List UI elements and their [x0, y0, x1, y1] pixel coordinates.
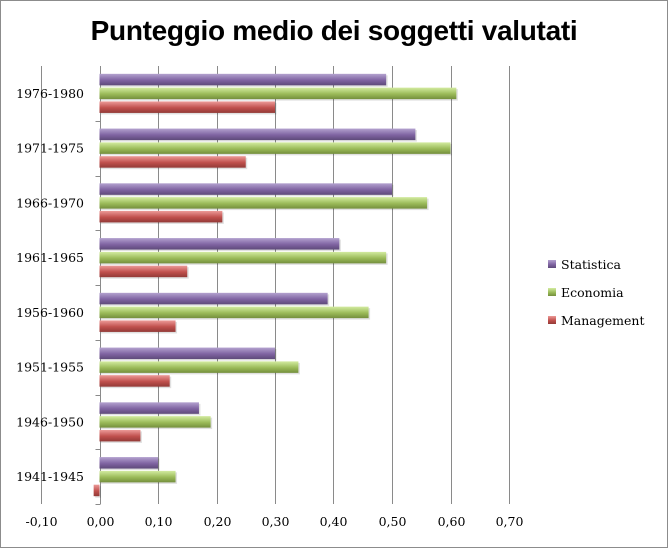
- x-tick-label: -0,10: [25, 514, 57, 529]
- bar-statistica-1951-1955: [99, 347, 275, 360]
- category-label-1961-1965: 1961-1965: [16, 250, 84, 265]
- legend-label-management: Management: [561, 313, 644, 328]
- bar-management-1946-1950: [99, 429, 141, 442]
- category-label-1951-1955: 1951-1955: [16, 360, 84, 375]
- bar-economia-1951-1955: [99, 361, 299, 373]
- bar-statistica-1961-1965: [99, 238, 340, 250]
- x-tick-label: 0,20: [204, 514, 232, 529]
- category-label-1976-1980: 1976-1980: [16, 86, 84, 101]
- bar-management-1976-1980: [99, 101, 275, 113]
- legend-swatch-statistica: [548, 260, 556, 268]
- legend-label-statistica: Statistica: [561, 257, 621, 272]
- x-tick-label: 0,40: [320, 514, 348, 529]
- bar-statistica-1966-1970: [99, 183, 392, 195]
- legend-swatch-economia: [548, 288, 556, 296]
- bar-statistica-1971-1975: [99, 128, 416, 141]
- bar-economia-1941-1945: [99, 470, 176, 483]
- bar-statistica-1976-1980: [99, 73, 387, 86]
- category-label-1956-1960: 1956-1960: [16, 305, 84, 320]
- x-tick-label: 0,70: [496, 514, 524, 529]
- category-label-1966-1970: 1966-1970: [16, 195, 84, 210]
- x-tick-label: 0,30: [262, 514, 290, 529]
- bar-management-1941-1945: [93, 484, 100, 497]
- x-tick-label: 0,50: [379, 514, 407, 529]
- bar-management-1966-1970: [99, 210, 223, 223]
- bar-economia-1971-1975: [99, 142, 451, 154]
- bar-economia-1956-1960: [99, 306, 369, 319]
- bar-statistica-1941-1945: [99, 457, 158, 469]
- bar-statistica-1956-1960: [99, 292, 328, 305]
- bar-management-1956-1960: [99, 320, 176, 332]
- tick-labels: -0,10 0,00 0,10 0,20 0,30 0,40 0,50 0,60 0,70 194…: [16, 86, 523, 529]
- x-tick-label: 0,60: [438, 514, 466, 529]
- chart-title: Punteggio medio dei soggetti valutati: [90, 15, 578, 46]
- bars: [93, 73, 458, 498]
- bar-economia-1966-1970: [99, 197, 428, 209]
- bar-management-1951-1955: [99, 375, 170, 387]
- x-tick-label: 0,00: [87, 514, 115, 529]
- bar-statistica-1946-1950: [99, 402, 199, 414]
- bar-management-1961-1965: [99, 265, 188, 278]
- category-label-1941-1945: 1941-1945: [16, 469, 84, 484]
- legend-swatch-management: [548, 316, 556, 324]
- bar-economia-1946-1950: [99, 416, 211, 428]
- x-tick-label: 0,10: [145, 514, 173, 529]
- category-label-1971-1975: 1971-1975: [16, 141, 84, 156]
- legend: Statistica Economia Management: [548, 257, 644, 328]
- category-label-1946-1950: 1946-1950: [16, 414, 84, 429]
- bar-economia-1961-1965: [99, 251, 387, 264]
- legend-label-economia: Economia: [561, 285, 624, 300]
- bar-economia-1976-1980: [99, 87, 457, 100]
- bar-management-1971-1975: [99, 156, 246, 168]
